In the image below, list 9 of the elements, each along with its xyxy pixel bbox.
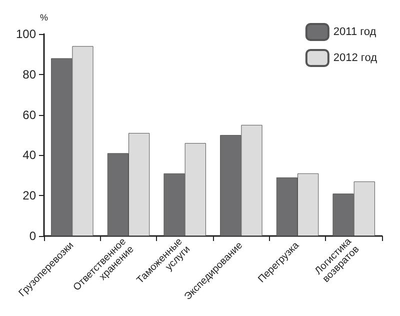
y-tick-label: 20 bbox=[22, 188, 36, 203]
y-axis-title: % bbox=[40, 12, 48, 22]
y-tick-label: 80 bbox=[22, 67, 36, 82]
y-tick-label: 60 bbox=[22, 108, 36, 122]
legend-label: 2011 год bbox=[333, 26, 377, 38]
legend-label: 2012 год bbox=[333, 52, 378, 64]
y-tick-label: 40 bbox=[22, 148, 36, 162]
y-tick-label: 100 bbox=[16, 27, 36, 41]
y-tick-label: 0 bbox=[29, 229, 36, 243]
